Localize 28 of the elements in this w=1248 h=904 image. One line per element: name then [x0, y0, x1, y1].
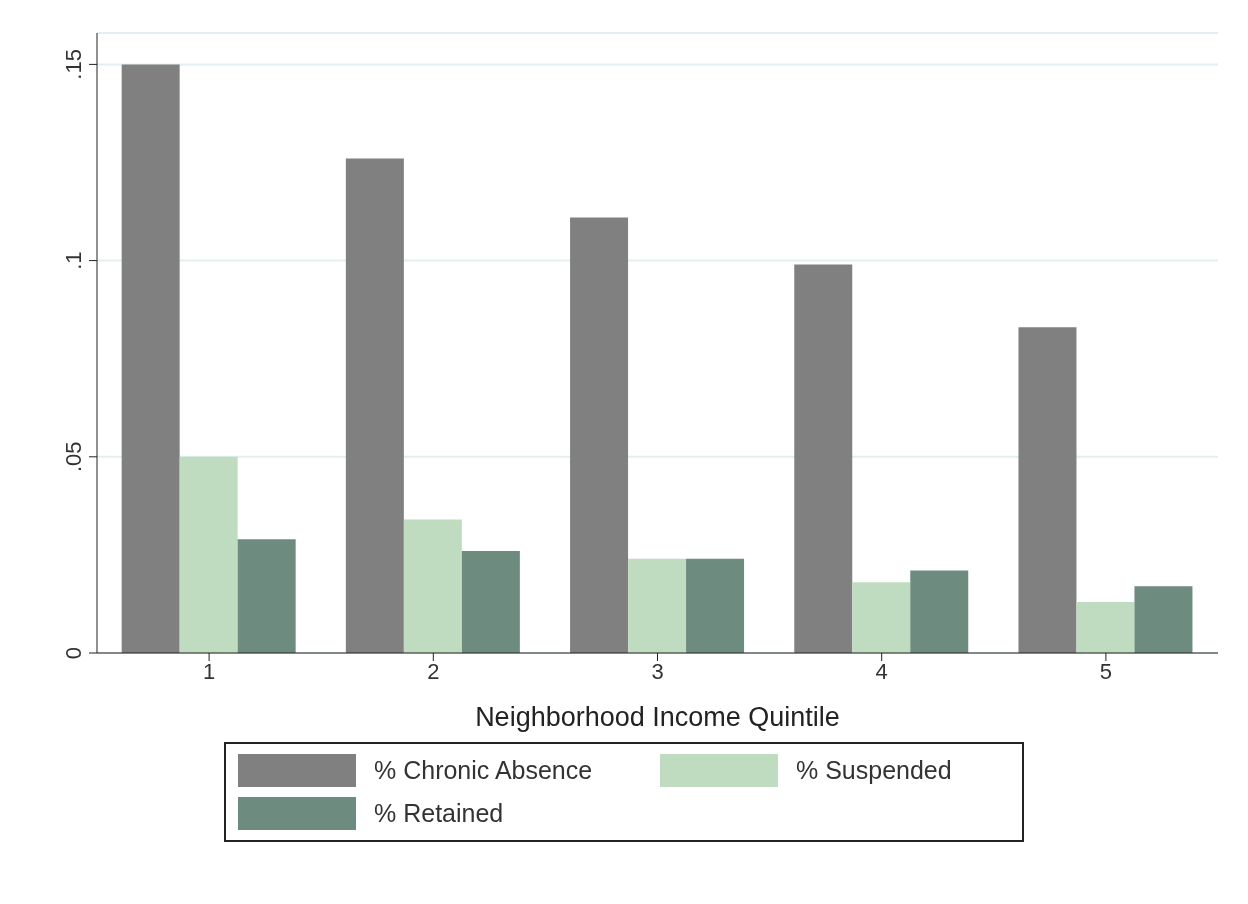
x-tick-label: 5: [1099, 658, 1113, 684]
bar: [179, 456, 238, 653]
bar: [461, 550, 520, 653]
bar: [628, 558, 687, 653]
x-tick-label: 1: [202, 658, 216, 684]
bar: [570, 217, 629, 653]
bar: [910, 570, 969, 653]
bar: [686, 558, 745, 653]
bar: [121, 64, 180, 653]
legend-label: % Chronic Absence: [374, 756, 593, 785]
y-tick-label: 0: [61, 646, 86, 660]
y-tick-label: .05: [61, 441, 86, 473]
y-tick-label: .15: [61, 49, 86, 80]
x-tick-label: 2: [427, 658, 440, 684]
x-axis-title: Neighborhood Income Quintile: [475, 702, 840, 732]
bar: [237, 539, 296, 653]
x-tick-label: 3: [651, 658, 664, 684]
bar: [1134, 586, 1193, 653]
bar: [345, 158, 404, 653]
bar: [852, 582, 911, 653]
bar: [1018, 327, 1077, 653]
legend-label: % Retained: [374, 799, 504, 828]
y-tick-label: .1: [61, 251, 86, 270]
bar: [1076, 601, 1135, 653]
legend-label: % Suspended: [796, 756, 952, 785]
bar: [403, 519, 462, 653]
x-tick-label: 4: [875, 658, 888, 684]
bar: [794, 264, 853, 653]
